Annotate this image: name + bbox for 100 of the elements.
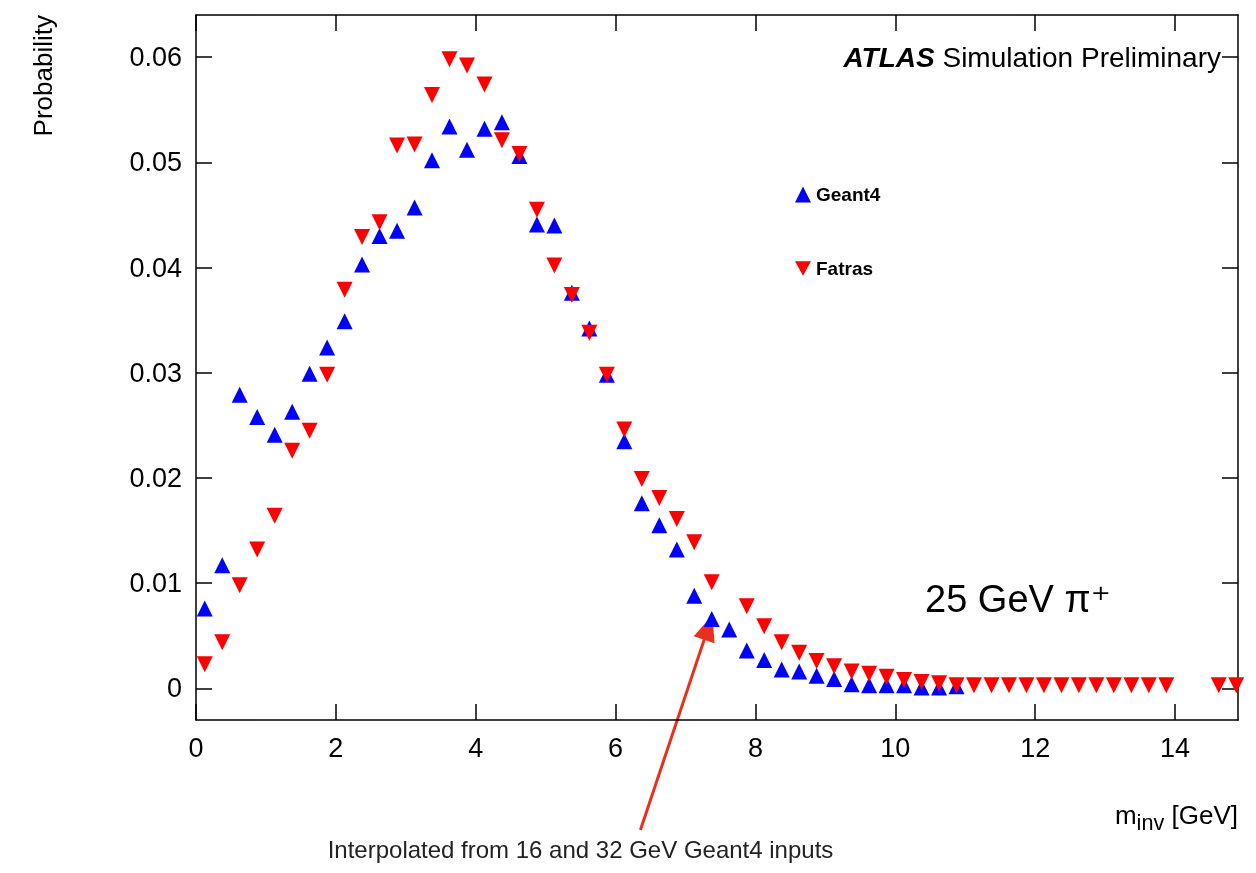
point (528, 201, 545, 218)
point (738, 642, 755, 659)
x-tick-label: 4 (468, 732, 484, 763)
point (406, 136, 423, 153)
y-tick-label: 0.06 (129, 42, 182, 73)
point (196, 656, 213, 673)
point (231, 577, 248, 594)
point (581, 324, 598, 341)
point (633, 471, 650, 488)
point (1210, 677, 1227, 694)
point (214, 557, 231, 574)
point (284, 403, 301, 420)
point (826, 670, 843, 687)
point (424, 152, 441, 169)
point (773, 634, 790, 651)
point (668, 541, 685, 558)
point (686, 534, 703, 551)
point (1105, 677, 1122, 694)
point (424, 86, 441, 103)
point (284, 442, 301, 459)
point (406, 199, 423, 216)
point (458, 141, 475, 158)
y-tick-label: 0.01 (129, 568, 182, 599)
legend-label: Geant4 (816, 184, 881, 205)
point (983, 677, 1000, 694)
point (861, 677, 878, 694)
text: ATLAS Simulation Preliminary (842, 41, 1222, 73)
point (441, 51, 458, 68)
point (249, 541, 266, 558)
point (703, 574, 720, 591)
point (703, 610, 720, 627)
point (493, 114, 510, 131)
point (773, 661, 790, 678)
point (791, 663, 808, 680)
point (843, 676, 860, 693)
point (668, 511, 685, 528)
point (756, 618, 773, 635)
point (266, 426, 283, 443)
point (1000, 677, 1017, 694)
point (1228, 677, 1245, 694)
y-tick-label: 0.05 (129, 147, 182, 178)
point (791, 644, 808, 661)
point (371, 227, 388, 244)
point (354, 256, 371, 273)
point (266, 507, 283, 524)
point (546, 257, 563, 274)
point (389, 222, 406, 239)
point (1053, 677, 1070, 694)
point (336, 313, 353, 330)
x-axis-title: m$_{inv}$ [GeV] (1114, 800, 1238, 837)
point (1123, 677, 1140, 694)
text: Interpolated from 16 and 32 GeV Geant4 inputs (326, 836, 835, 864)
point (616, 433, 633, 450)
point (476, 120, 493, 137)
point (861, 665, 878, 682)
point (301, 365, 318, 382)
x-tick-label: 2 (328, 732, 344, 763)
point (633, 495, 650, 512)
point (319, 366, 336, 383)
point (966, 677, 982, 694)
point (826, 658, 843, 675)
y-tick-label: 0.04 (129, 252, 182, 283)
point (1018, 677, 1035, 694)
point (616, 421, 633, 438)
x-tick-label: 6 (608, 732, 624, 763)
point (476, 76, 493, 93)
legend-label: Fatras (816, 258, 874, 279)
annotation: 25 GeV π⁺ (925, 578, 1111, 620)
point (528, 216, 545, 233)
point (231, 386, 248, 403)
point (896, 672, 913, 689)
point (196, 600, 213, 617)
point (336, 281, 353, 298)
x-tick-label: 8 (747, 732, 763, 763)
point (546, 217, 563, 234)
point (319, 339, 336, 356)
point (493, 132, 510, 149)
y-axis-title: Probability (28, 15, 58, 137)
point (651, 489, 668, 506)
point (878, 668, 895, 685)
point (1140, 677, 1157, 694)
point (808, 653, 825, 670)
x-tick-label: 12 (1020, 732, 1051, 763)
point (843, 663, 860, 680)
point (389, 137, 406, 154)
point (371, 214, 388, 231)
x-tick-label: 0 (188, 732, 204, 763)
point (301, 422, 318, 439)
point (721, 621, 738, 638)
point (249, 408, 266, 425)
point (214, 634, 231, 651)
point (458, 57, 475, 74)
y-tick-label: 0.03 (129, 357, 182, 388)
point (1158, 677, 1175, 694)
point (651, 517, 668, 534)
point (686, 587, 703, 604)
y-tick-label: 0.02 (129, 462, 182, 493)
x-tick-label: 10 (880, 732, 911, 763)
point (354, 229, 371, 246)
y-tick-label: 0 (166, 673, 182, 704)
